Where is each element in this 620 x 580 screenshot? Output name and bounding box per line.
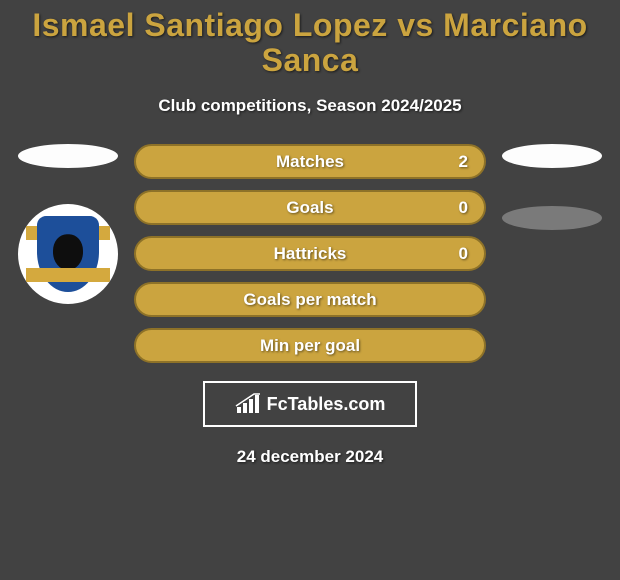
player-right-placeholder-1 [502,144,602,168]
stat-value-right: 0 [459,198,468,218]
stat-value-right: 0 [459,244,468,264]
stat-label: Hattricks [274,244,347,264]
player-right-placeholder-2 [502,206,602,230]
stat-label: Goals per match [243,290,376,310]
stat-row-goals-per-match: Goals per match [134,282,486,317]
date-line: 24 december 2024 [0,447,620,467]
crest-gold-bar-bottom [26,268,110,282]
stat-value-right: 2 [459,152,468,172]
player-left-placeholder-1 [18,144,118,168]
stat-row-goals: Goals 0 [134,190,486,225]
club-crest-left: HCF [18,204,118,304]
stat-label: Min per goal [260,336,360,356]
stat-row-matches: Matches 2 [134,144,486,179]
right-player-column [492,144,612,363]
stat-row-min-per-goal: Min per goal [134,328,486,363]
stat-label: Matches [276,152,344,172]
brand-text: FcTables.com [267,394,386,415]
comparison-card: Ismael Santiago Lopez vs Marciano Sanca … [0,0,620,580]
crest-head-silhouette [53,235,83,271]
bar-chart-icon [235,393,261,415]
stat-label: Goals [286,198,333,218]
left-player-column: HCF [8,144,128,363]
stat-rows: Matches 2 Goals 0 Hattricks 0 Goals per … [134,144,486,363]
stat-row-hattricks: Hattricks 0 [134,236,486,271]
subtitle: Club competitions, Season 2024/2025 [0,96,620,116]
page-title: Ismael Santiago Lopez vs Marciano Sanca [0,8,620,78]
comparison-grid: HCF Matches 2 Goals 0 Hattricks 0 Goals … [0,144,620,363]
brand-box: FcTables.com [203,381,417,427]
